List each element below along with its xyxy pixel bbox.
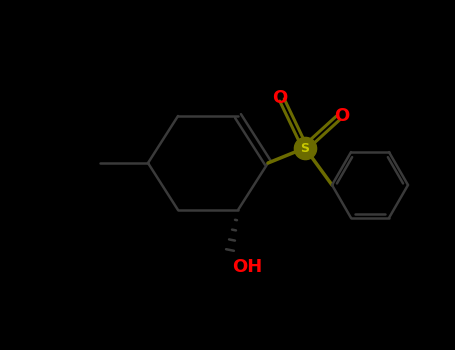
Text: O: O: [273, 89, 288, 107]
Text: S: S: [300, 141, 309, 154]
Text: OH: OH: [232, 258, 262, 276]
Text: O: O: [334, 107, 349, 125]
